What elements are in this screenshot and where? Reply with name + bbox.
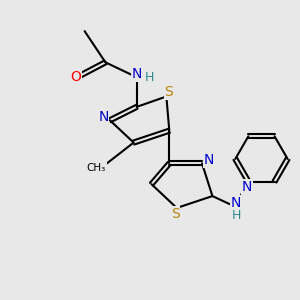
Text: O: O: [70, 70, 81, 84]
Text: H: H: [232, 209, 241, 223]
Text: H: H: [144, 71, 154, 84]
Text: S: S: [171, 207, 180, 221]
Text: CH₃: CH₃: [87, 163, 106, 173]
Text: N: N: [98, 110, 109, 124]
Text: N: N: [242, 180, 252, 194]
Text: S: S: [164, 85, 173, 99]
Text: N: N: [203, 153, 214, 167]
Text: N: N: [131, 67, 142, 81]
Text: N: N: [231, 196, 242, 210]
